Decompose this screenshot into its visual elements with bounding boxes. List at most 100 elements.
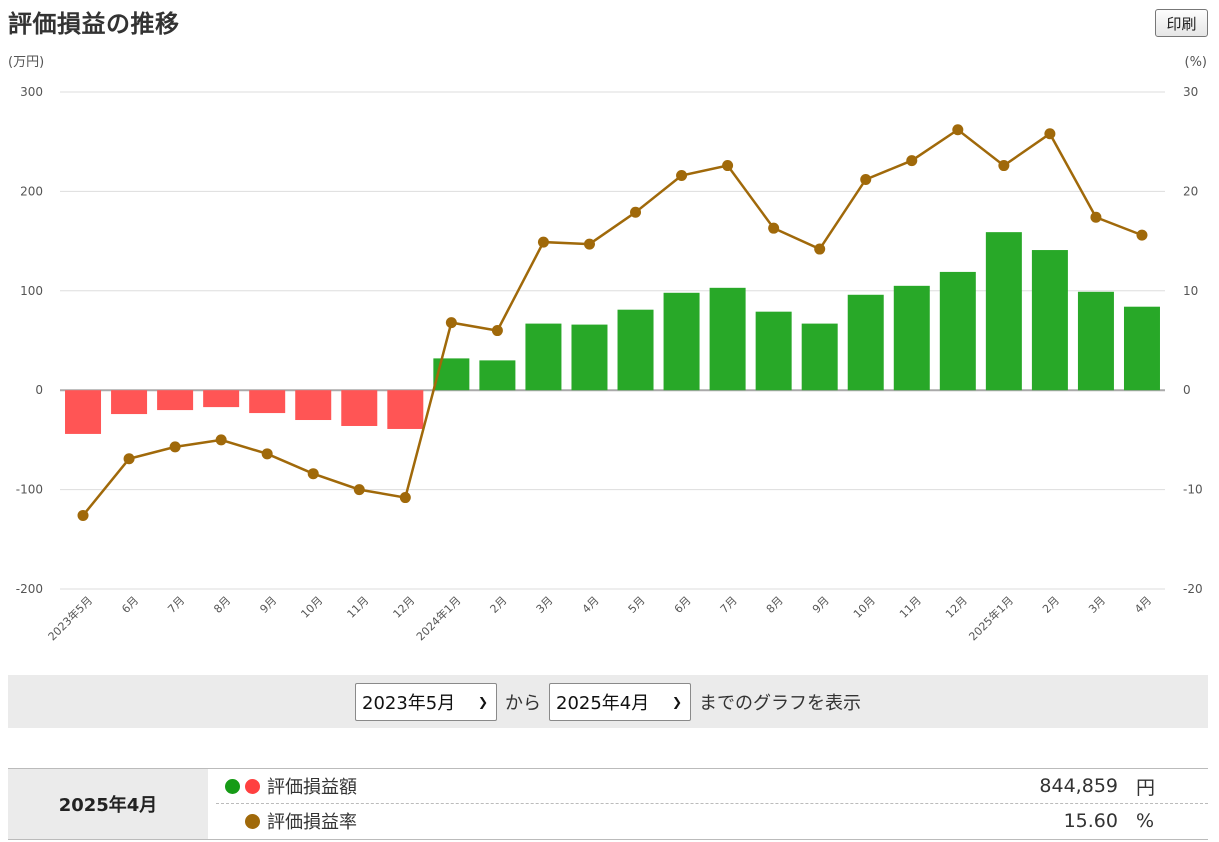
x-tick-label: 2024年1月 bbox=[413, 593, 463, 643]
summary-table: 2025年4月 評価損益額 844,859 円 評価損益率 15.60 % bbox=[8, 768, 1208, 840]
bar bbox=[847, 294, 884, 391]
rate-value: 15.60 bbox=[1063, 810, 1118, 832]
rate-point bbox=[537, 236, 549, 248]
page-title: 評価損益の推移 bbox=[8, 10, 180, 38]
rate-point bbox=[952, 124, 964, 136]
to-month-value: 2025年4月 bbox=[556, 692, 650, 714]
rate-point bbox=[445, 317, 457, 329]
y-tick-label-right: 20 bbox=[1183, 184, 1198, 198]
range-selector: 2023年5月 ❯ から 2025年4月 ❯ までのグラフを表示 bbox=[8, 675, 1208, 728]
bar bbox=[111, 390, 148, 415]
bar bbox=[1123, 306, 1160, 391]
bar bbox=[893, 285, 930, 391]
rate-point bbox=[860, 173, 872, 185]
amount-unit: 円 bbox=[1136, 776, 1156, 799]
rate-point bbox=[722, 160, 734, 172]
bar bbox=[387, 390, 424, 429]
rate-point bbox=[583, 238, 595, 250]
y-tick-label-left: -200 bbox=[16, 582, 43, 596]
y-tick-label-left: -100 bbox=[16, 483, 43, 497]
rate-point bbox=[676, 169, 688, 181]
rate-point bbox=[123, 453, 135, 465]
bar bbox=[617, 309, 654, 391]
x-tick-label: 2月 bbox=[1040, 594, 1062, 616]
x-tick-label: 8月 bbox=[764, 594, 786, 616]
bar bbox=[295, 390, 332, 421]
x-tick-label: 7月 bbox=[718, 594, 740, 616]
bar bbox=[65, 390, 102, 434]
x-tick-label: 11月 bbox=[897, 594, 924, 621]
bar bbox=[663, 292, 700, 391]
rate-point bbox=[353, 484, 365, 496]
from-month-select[interactable]: 2023年5月 ❯ bbox=[355, 682, 497, 721]
bar bbox=[755, 311, 792, 391]
rate-point bbox=[261, 448, 273, 460]
x-tick-label: 10月 bbox=[298, 594, 325, 621]
bar bbox=[525, 323, 562, 391]
from-label: から bbox=[505, 692, 541, 714]
rate-point bbox=[169, 441, 181, 453]
y-tick-label-left: 100 bbox=[20, 284, 43, 298]
rate-point bbox=[307, 468, 319, 480]
bar bbox=[479, 360, 516, 391]
rate-point bbox=[77, 509, 89, 521]
red-dot-icon bbox=[245, 778, 260, 794]
y-tick-label-right: 10 bbox=[1183, 284, 1198, 298]
x-tick-label: 4月 bbox=[1132, 594, 1154, 616]
y-tick-label-left: 300 bbox=[20, 85, 43, 99]
summary-rate-row: 評価損益率 15.60 % bbox=[216, 804, 1208, 838]
rate-point bbox=[215, 434, 227, 446]
summary-date: 2025年4月 bbox=[8, 769, 208, 839]
bar bbox=[571, 324, 608, 391]
rate-label: 評価損益率 bbox=[267, 812, 357, 833]
x-tick-label: 9月 bbox=[257, 594, 279, 616]
x-tick-label: 9月 bbox=[810, 594, 832, 616]
x-tick-label: 12月 bbox=[943, 594, 970, 621]
y-tick-label-left: 0 bbox=[35, 383, 43, 397]
chevron-down-icon: ❯ bbox=[477, 694, 488, 709]
rate-point bbox=[768, 222, 780, 234]
x-tick-label: 10月 bbox=[851, 594, 878, 621]
rate-point bbox=[491, 325, 503, 337]
green-dot-icon bbox=[225, 778, 240, 794]
y-tick-label-left: 200 bbox=[20, 184, 43, 198]
x-tick-label: 4月 bbox=[580, 594, 602, 616]
brown-dot-icon bbox=[245, 813, 260, 829]
from-month-value: 2023年5月 bbox=[362, 692, 456, 714]
rate-line bbox=[82, 128, 1143, 517]
rate-point bbox=[630, 206, 642, 218]
bar bbox=[801, 323, 838, 391]
rate-point bbox=[1136, 229, 1148, 241]
to-label: までのグラフを表示 bbox=[699, 692, 861, 714]
x-tick-label: 6月 bbox=[672, 594, 694, 616]
summary-amount-row: 評価損益額 844,859 円 bbox=[216, 769, 1208, 804]
bar bbox=[985, 232, 1022, 391]
amount-label: 評価損益額 bbox=[267, 777, 357, 798]
x-tick-label: 2月 bbox=[488, 594, 510, 616]
bar bbox=[203, 390, 240, 408]
x-tick-label: 5月 bbox=[626, 594, 648, 616]
x-tick-label: 3月 bbox=[534, 594, 556, 616]
y-tick-label-right: 0 bbox=[1183, 383, 1191, 397]
x-tick-label: 3月 bbox=[1086, 594, 1108, 616]
rate-point bbox=[814, 243, 826, 255]
amount-value: 844,859 bbox=[1039, 775, 1118, 797]
legend-dots bbox=[245, 813, 265, 829]
rate-point bbox=[998, 160, 1010, 172]
bar bbox=[1031, 250, 1068, 391]
bar bbox=[249, 390, 286, 414]
legend-dots bbox=[225, 778, 265, 794]
to-month-select[interactable]: 2025年4月 ❯ bbox=[549, 682, 691, 721]
x-tick-label: 6月 bbox=[119, 594, 141, 616]
x-tick-label: 8月 bbox=[211, 594, 233, 616]
x-tick-label: 2025年1月 bbox=[966, 593, 1016, 643]
y-tick-label-right: -20 bbox=[1183, 582, 1203, 596]
chevron-down-icon: ❯ bbox=[671, 694, 682, 709]
print-button[interactable]: 印刷 bbox=[1155, 9, 1208, 37]
rate-point bbox=[1090, 211, 1102, 223]
x-tick-label: 12月 bbox=[391, 594, 418, 621]
bar bbox=[709, 287, 746, 391]
rate-point bbox=[906, 155, 918, 167]
bar bbox=[939, 271, 976, 391]
